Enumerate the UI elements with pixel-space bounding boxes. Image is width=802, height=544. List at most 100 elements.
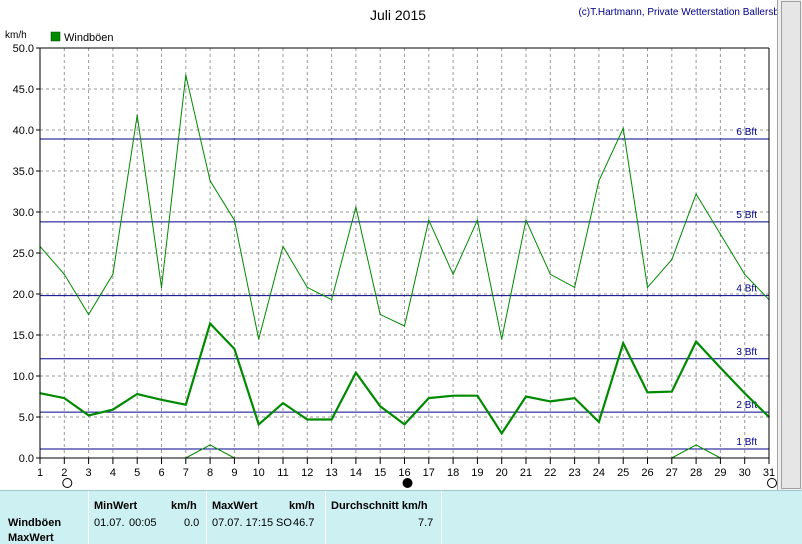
data-point-mean	[622, 342, 624, 345]
new-moon-icon	[402, 478, 413, 488]
x-tick-label: 16	[398, 467, 410, 479]
max-direction: SO	[276, 517, 292, 529]
data-point-max	[63, 273, 65, 275]
data-point-max	[695, 193, 697, 195]
data-point-max	[549, 273, 551, 275]
data-point-max	[282, 245, 284, 248]
x-tick-label: 14	[350, 467, 362, 479]
data-point-mean	[500, 432, 503, 435]
x-tick-label: 11	[277, 467, 288, 479]
data-point-max	[185, 74, 187, 76]
data-point-mean	[136, 393, 138, 395]
x-tick-label: 28	[690, 467, 702, 479]
data-point-max	[88, 313, 90, 316]
min-unit: km/h	[171, 500, 197, 512]
x-tick-label: 23	[568, 467, 580, 479]
column-divider	[206, 491, 207, 544]
data-point-mean	[209, 322, 211, 325]
column-divider	[88, 491, 89, 544]
data-point-mean	[87, 414, 90, 417]
data-point-max	[598, 180, 600, 182]
data-point-max	[403, 325, 406, 327]
x-tick-label: 17	[423, 467, 435, 479]
data-point-mean	[306, 418, 309, 421]
x-tick-label: 10	[253, 467, 265, 479]
y-tick-label: 15.0	[13, 330, 34, 342]
data-point-mean	[63, 397, 66, 399]
max-unit: km/h	[289, 500, 315, 512]
chart-background	[0, 0, 802, 490]
beaufort-label: 4 Bft	[736, 284, 757, 295]
min-value: 0.0	[184, 517, 200, 529]
y-tick-label: 50.0	[13, 43, 34, 55]
data-point-max	[744, 273, 746, 275]
y-tick-label: 45.0	[13, 84, 34, 96]
full-moon-icon	[767, 478, 777, 488]
data-point-max	[622, 127, 624, 129]
data-point-max	[719, 233, 722, 235]
moon-phases	[62, 478, 777, 488]
x-tick-label: 26	[641, 467, 653, 479]
x-tick-label: 21	[520, 467, 532, 479]
y-tick-label: 10.0	[13, 371, 34, 383]
data-point-mean	[355, 371, 357, 374]
data-point-mean	[282, 402, 284, 404]
right-scrollbar[interactable]	[777, 0, 802, 490]
data-point-mean	[525, 395, 527, 398]
y-tick-label: 0.0	[19, 453, 34, 465]
series-line-min	[185, 444, 235, 459]
axes: 0.0 5.0 10.0 15.0 20.0 25.0 30.0 35.0 40.0 45.0 50…	[13, 43, 776, 479]
data-point-max	[646, 286, 649, 289]
credit-text: (c)T.Hartmann, Private Wetterstation Bal…	[578, 7, 795, 18]
x-tick-label: 18	[447, 467, 459, 479]
x-tick-label: 20	[496, 467, 508, 479]
stats-panel: MinWert km/h MaxWert km/h Durchschnitt k…	[0, 490, 802, 544]
data-point-mean	[646, 391, 649, 394]
x-tick-label: 30	[739, 467, 751, 479]
data-point-mean	[743, 392, 746, 395]
max-value: 46.7	[293, 517, 315, 529]
x-tick-label: 12	[301, 467, 313, 479]
x-tick-label: 24	[593, 467, 605, 479]
series-line-min	[671, 444, 721, 459]
x-tick-label: 7	[183, 467, 189, 479]
x-tick-label: 8	[207, 467, 213, 479]
beaufort-label: 5 Bft	[736, 210, 757, 221]
column-divider	[441, 491, 442, 544]
data-point-max	[331, 299, 333, 301]
data-point-mean	[233, 348, 236, 350]
data-point-mean	[671, 390, 673, 393]
data-point-mean	[476, 394, 479, 397]
data-point-max	[525, 219, 527, 221]
data-point-max	[136, 114, 138, 116]
data-point-max	[112, 273, 114, 275]
x-tick-label: 15	[374, 467, 386, 479]
data-point-max	[306, 286, 308, 289]
data-point-max	[476, 219, 478, 221]
x-tick-label: 5	[134, 467, 140, 479]
data-point-max	[574, 286, 576, 289]
scrollbar-thumb[interactable]	[781, 1, 801, 489]
full-moon-icon	[62, 478, 73, 488]
series-lines	[39, 74, 770, 459]
legend-swatch	[50, 31, 61, 42]
x-tick-label: 13	[325, 467, 337, 479]
y-tick-label: 35.0	[13, 166, 34, 178]
max-datetime: 07.07. 17:15	[212, 517, 274, 529]
data-point-mean	[379, 405, 382, 408]
data-point-mean	[452, 394, 454, 397]
x-tick-label: 6	[158, 467, 164, 479]
y-axis-unit: km/h	[5, 30, 27, 41]
data-point-max	[160, 286, 163, 289]
data-point-mean	[695, 340, 697, 343]
x-tick-label: 19	[471, 467, 483, 479]
avg-value: 7.7	[418, 517, 434, 529]
x-tick-label: 22	[544, 467, 556, 479]
data-point-max	[671, 258, 673, 261]
column-divider	[325, 491, 326, 544]
wind-chart: 1 Bft 2 Bft 3 Bft 4 Bft 5 Bft 6 Bft 0.0 5.0 10.…	[0, 0, 802, 490]
data-point-mean	[719, 367, 722, 369]
y-tick-label: 25.0	[13, 248, 34, 260]
data-point-max	[355, 206, 357, 208]
y-tick-label: 20.0	[13, 289, 34, 301]
